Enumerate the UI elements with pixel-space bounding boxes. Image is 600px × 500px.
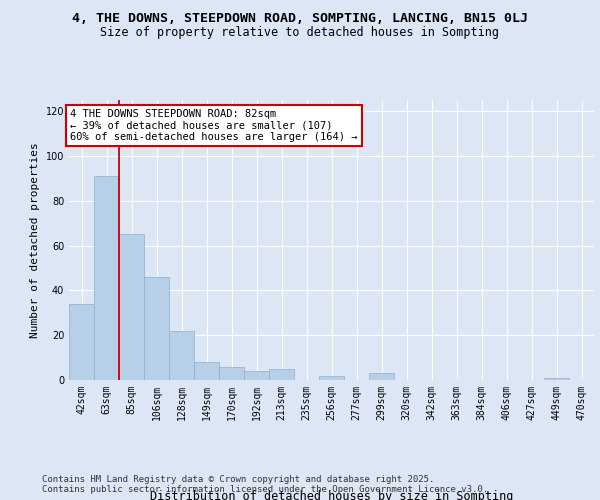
Y-axis label: Number of detached properties: Number of detached properties — [30, 142, 40, 338]
Text: Contains HM Land Registry data © Crown copyright and database right 2025.
Contai: Contains HM Land Registry data © Crown c… — [42, 474, 488, 494]
Bar — [244, 371, 269, 380]
Bar — [194, 362, 219, 380]
Bar — [269, 369, 294, 380]
Bar — [169, 330, 194, 380]
Bar — [319, 376, 344, 380]
Bar — [544, 378, 569, 380]
Text: Size of property relative to detached houses in Sompting: Size of property relative to detached ho… — [101, 26, 499, 39]
Text: 4, THE DOWNS, STEEPDOWN ROAD, SOMPTING, LANCING, BN15 0LJ: 4, THE DOWNS, STEEPDOWN ROAD, SOMPTING, … — [72, 12, 528, 26]
Bar — [144, 277, 169, 380]
Bar — [119, 234, 144, 380]
Bar — [69, 304, 94, 380]
Bar — [94, 176, 119, 380]
Bar — [369, 374, 394, 380]
Bar — [219, 366, 244, 380]
Text: 4 THE DOWNS STEEPDOWN ROAD: 82sqm
← 39% of detached houses are smaller (107)
60%: 4 THE DOWNS STEEPDOWN ROAD: 82sqm ← 39% … — [70, 109, 358, 142]
X-axis label: Distribution of detached houses by size in Sompting: Distribution of detached houses by size … — [150, 490, 513, 500]
